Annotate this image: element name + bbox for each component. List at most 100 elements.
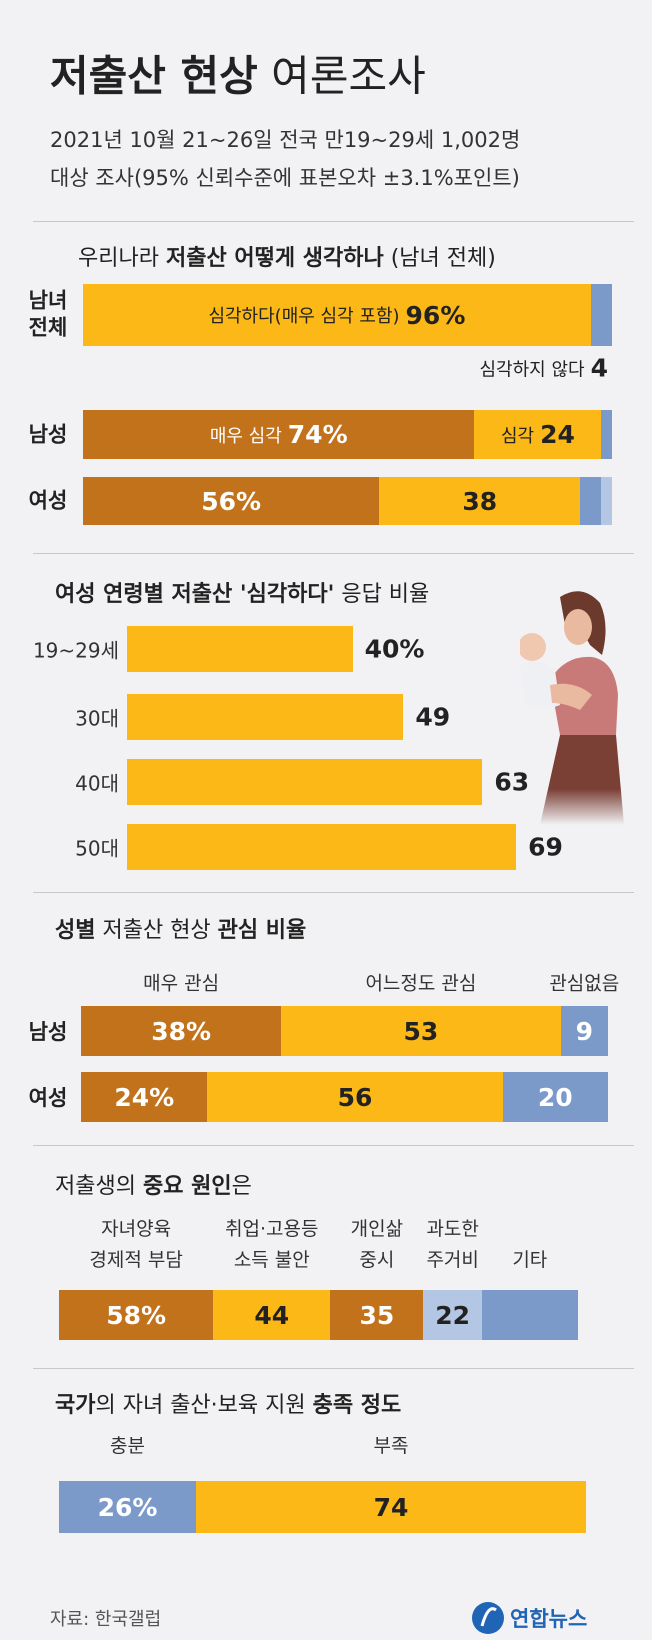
value-label: 20 [537, 1082, 573, 1112]
category-line: 과도한 [426, 1218, 479, 1240]
title-part: 우리나라 [78, 246, 166, 271]
bar-segment: 38% [81, 1006, 282, 1056]
bar-segment [601, 410, 612, 459]
value-label: 9 [575, 1016, 593, 1046]
category-line: 기타 [512, 1249, 548, 1271]
page-title: 저출산 현상 여론조사 [50, 43, 426, 104]
value-label: 40% [364, 634, 425, 664]
bar-segment: 심각 24 [474, 410, 602, 459]
logo-text: 연합뉴스 [510, 1607, 588, 1631]
source: 자료: 한국갤럽 [50, 1609, 162, 1630]
chart-title: 저출생의 중요 원인은 [55, 1168, 252, 1200]
bar-segment [601, 477, 612, 525]
bar [127, 626, 353, 672]
value-label: 56% [201, 486, 262, 516]
category-label: 30대 [75, 706, 119, 731]
value-label: 49 [415, 702, 451, 732]
row-label: 여성 [28, 1086, 68, 1110]
value-label: 63 [494, 767, 530, 797]
logo-mark [472, 1602, 504, 1634]
value-label: 74 [373, 1492, 409, 1522]
category-line: 자녀양육 [101, 1218, 172, 1240]
value-label: 35 [359, 1300, 395, 1330]
value-label: 44 [254, 1300, 290, 1330]
separator [33, 892, 634, 893]
title-part: 성별 [55, 918, 96, 943]
separator [33, 1145, 634, 1146]
bar-segment: 심각하다(매우 심각 포함) 96% [83, 284, 591, 346]
value-label: 58% [106, 1300, 167, 1330]
bar-segment: 24% [81, 1072, 208, 1122]
category-label: 취업·고용등 소득 불안 [202, 1214, 342, 1276]
title-part: 여성 연령별 저출산 '심각하다' [55, 582, 335, 607]
bar [127, 694, 404, 740]
segment-label: 심각하다(매우 심각 포함) [208, 306, 400, 327]
bar-segment: 58% [59, 1290, 214, 1340]
category-line: 부족 [373, 1435, 409, 1457]
legend-label: 어느정도 관심 [365, 972, 477, 995]
category-label: 부족 [321, 1431, 461, 1462]
chart-title: 여성 연령별 저출산 '심각하다' 응답 비율 [55, 576, 429, 608]
logo [470, 1600, 635, 1636]
category-line: 중시 [359, 1249, 395, 1271]
segment-label: 심각 [500, 425, 535, 447]
row-label: 남성 [28, 421, 68, 446]
value-label: 38% [151, 1016, 212, 1046]
bar-segment: 매우 심각 74% [83, 410, 475, 459]
bar-segment [580, 477, 602, 525]
bar-segment: 38 [379, 477, 581, 525]
bar-segment: 20 [502, 1072, 608, 1122]
category-line: 충분 [110, 1435, 145, 1457]
value-label: 24 [540, 420, 575, 449]
chart-title: 성별 저출산 현상 관심 비율 [55, 912, 306, 944]
title-part: 은 [231, 1174, 252, 1199]
value-label: 74% [287, 420, 348, 449]
title-part: 여론조사 [257, 51, 426, 101]
bar [127, 824, 517, 870]
bar-segment: 22 [423, 1290, 482, 1340]
value-label: 69 [528, 832, 563, 862]
value-label: 26% [97, 1492, 158, 1522]
chart-title: 우리나라 저출산 어떻게 생각하나 (남녀 전체) [78, 240, 496, 272]
subtitle: 대상 조사(95% 신뢰수준에 표본오차 ±3.1%포인트) [50, 166, 520, 190]
category-label: 19~29세 [32, 638, 119, 663]
title-part: (남녀 전체) [383, 246, 496, 271]
legend-label: 관심없음 [549, 972, 620, 995]
title-part: 국가 [55, 1393, 96, 1418]
title-part: 충족 정도 [312, 1393, 402, 1418]
legend-label: 매우 관심 [143, 972, 220, 995]
bar-segment [590, 284, 612, 346]
separator [33, 1368, 634, 1369]
value-label: 4 [590, 353, 608, 383]
bar-segment: 35 [330, 1290, 424, 1340]
bar-segment [481, 1290, 578, 1340]
segment-label: 심각하지 않다 [479, 359, 585, 380]
bar-segment: 56% [83, 477, 380, 525]
bar [127, 759, 483, 805]
bar-segment: 26% [59, 1481, 197, 1533]
category-label: 충분 [58, 1431, 198, 1462]
category-line: 개인삶 [350, 1218, 404, 1240]
bar-segment: 74 [196, 1481, 586, 1533]
category-line: 주거비 [426, 1249, 479, 1271]
title-part: 응답 비율 [334, 582, 430, 607]
bar-segment: 53 [281, 1006, 561, 1056]
row-label: 남성 [28, 1020, 68, 1044]
category-label: 40대 [75, 771, 119, 796]
bar-segment: 44 [213, 1290, 331, 1340]
bar-segment: 56 [207, 1072, 503, 1122]
value-label: 96% [405, 300, 466, 330]
chart-title: 국가의 자녀 출산·보육 지원 충족 정도 [55, 1387, 401, 1419]
value-label: 38 [462, 486, 498, 516]
separator [33, 553, 634, 554]
title-part: 의 자녀 출산·보육 지원 [95, 1393, 313, 1418]
category-line: 취업·고용등 [225, 1218, 319, 1240]
value-label: 22 [435, 1300, 471, 1330]
row-label: 남녀 전체 [28, 288, 68, 340]
category-line: 경제적 부담 [89, 1249, 183, 1271]
title-part: 저출산 현상 [95, 918, 218, 943]
title-part: 저출산 현상 [50, 51, 258, 101]
